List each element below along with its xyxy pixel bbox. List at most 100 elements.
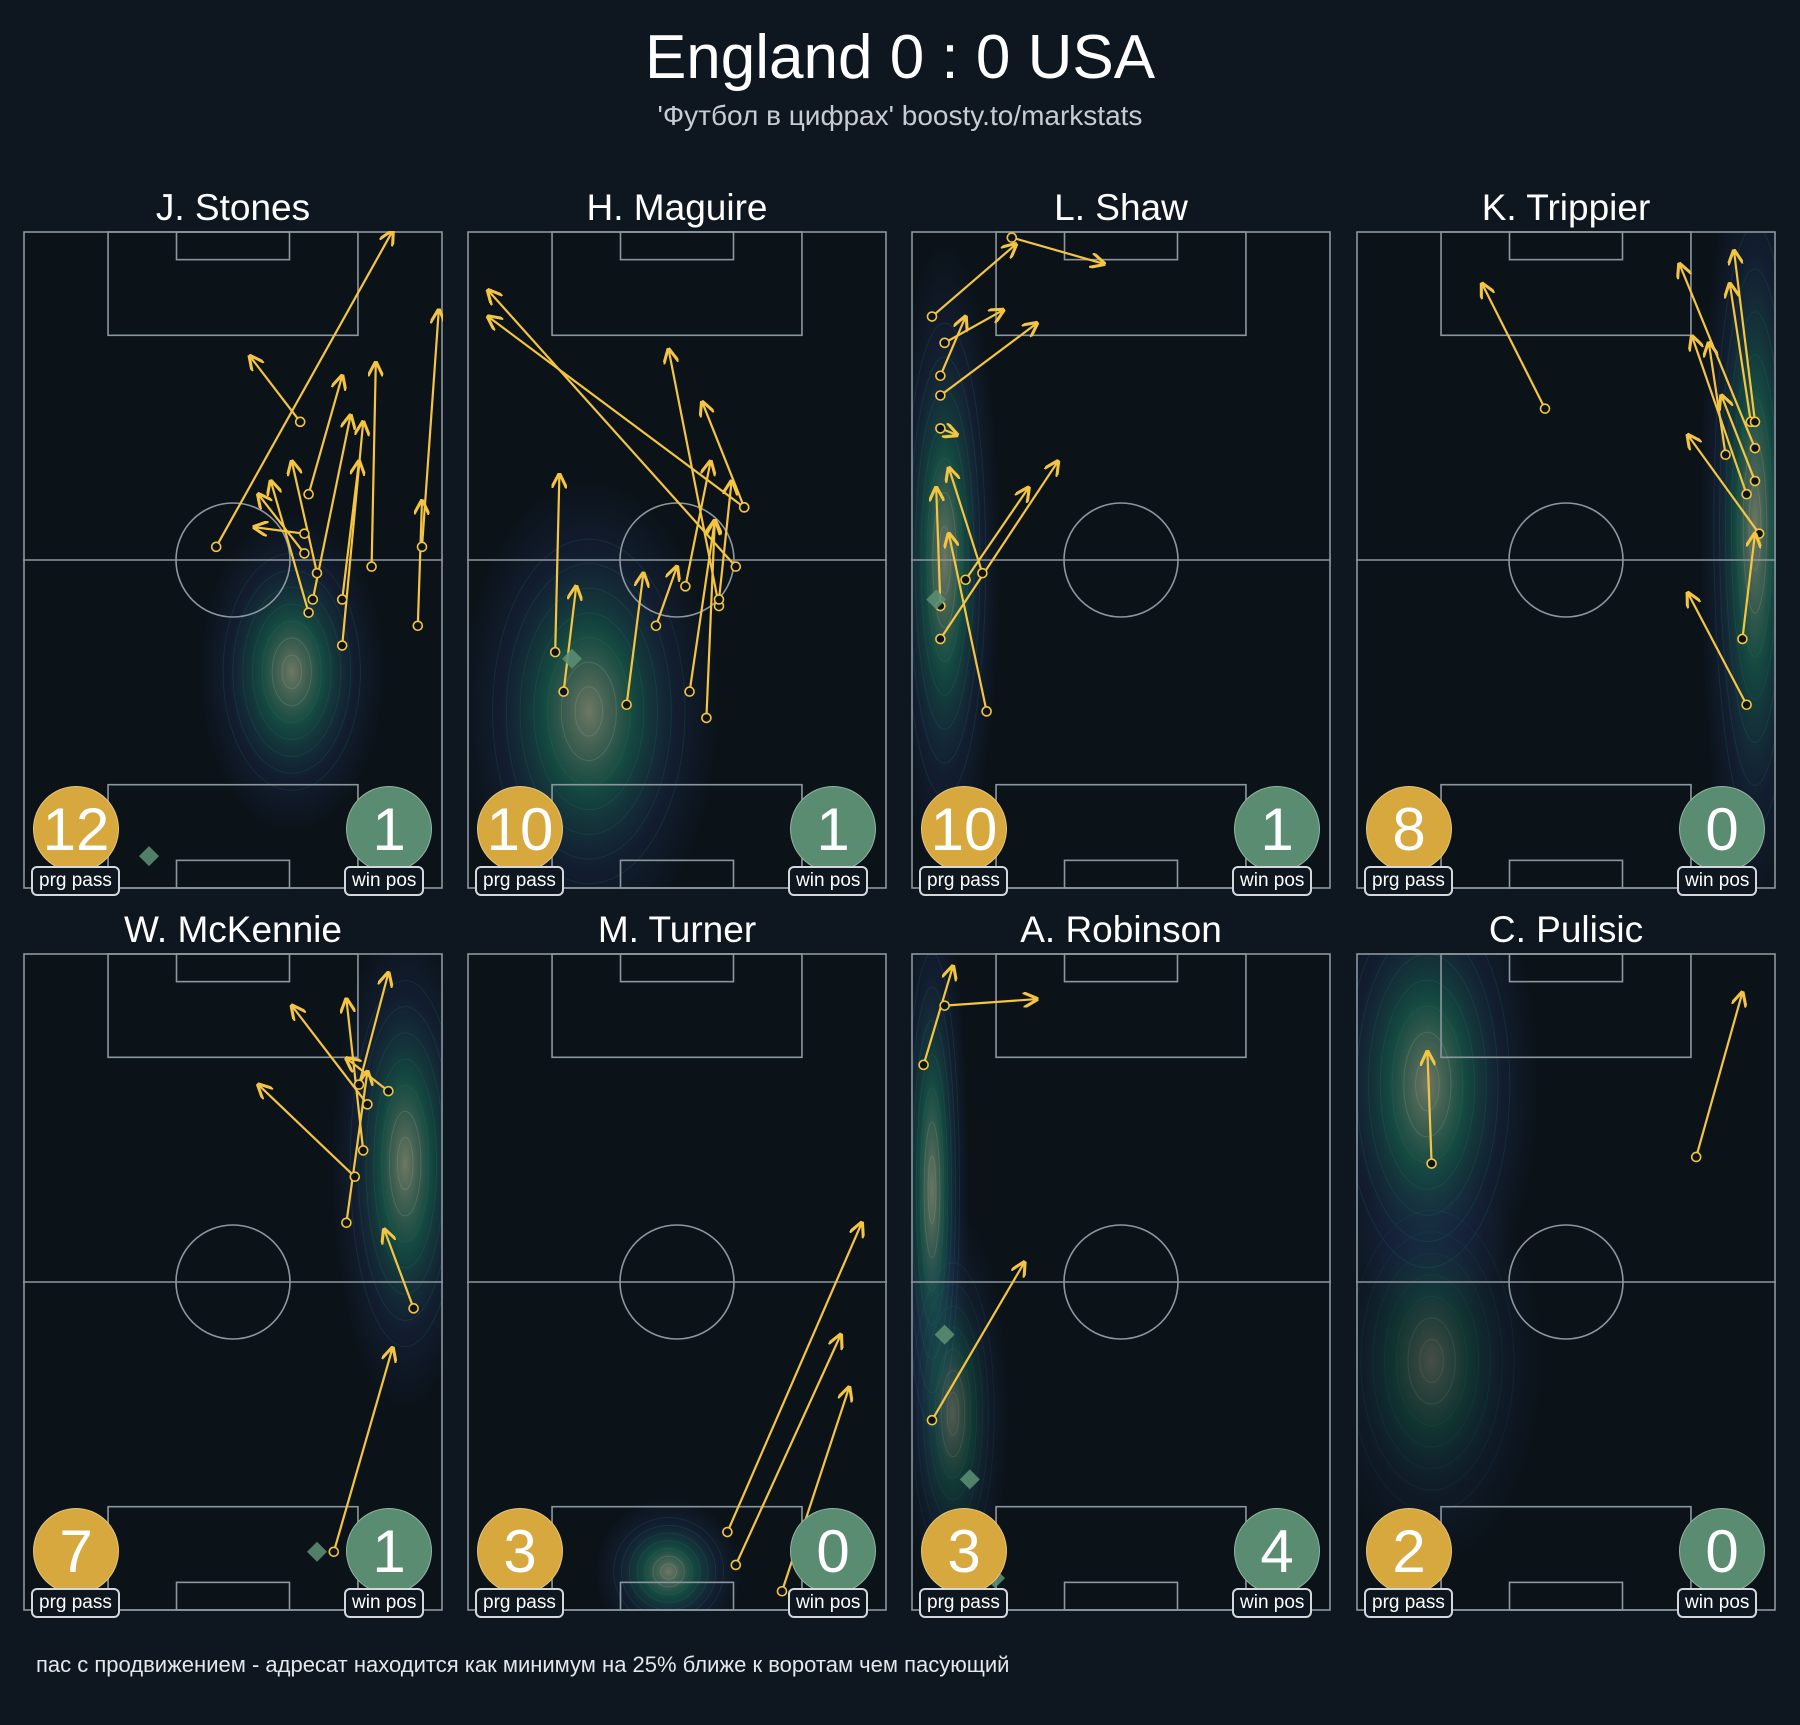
win-pos-marker <box>307 1541 327 1562</box>
bottom-six-yard-box <box>1063 859 1179 889</box>
pass-origin-marker <box>303 488 314 500</box>
pass-origin-marker <box>1749 416 1761 428</box>
top-six-yard-box <box>619 953 735 983</box>
prg-pass-label: prg pass <box>31 1588 120 1618</box>
player-panel: J. Stones 12 prg pass 1 win pos <box>23 186 443 896</box>
win-pos-label: win pos <box>1677 1588 1758 1618</box>
pass-arrow <box>1721 396 1757 482</box>
pass-origin-marker <box>1720 449 1731 461</box>
footnote: пас с продвижением - адресат находится к… <box>36 1652 1010 1677</box>
win-pos-label: win pos <box>344 866 425 896</box>
pass-origin-marker <box>1006 232 1018 243</box>
pass-arrow <box>717 481 732 600</box>
pass-arrow <box>949 534 988 712</box>
density-contour <box>636 1540 701 1603</box>
pass-arrow <box>418 501 422 626</box>
pass-origin-marker <box>1737 633 1748 645</box>
pass-origin-marker <box>416 541 428 553</box>
pass-origin-marker <box>939 337 950 349</box>
top-six-yard-box <box>619 231 735 261</box>
pass-arrow <box>688 521 715 692</box>
centre-circle <box>1508 502 1624 618</box>
pass-arrow <box>1695 992 1742 1158</box>
player-name: K. Trippier <box>1481 187 1651 228</box>
pass-origin-marker <box>412 620 424 632</box>
pass-origin-marker <box>730 561 742 572</box>
player-name: M. Turner <box>597 909 757 950</box>
pass-origin-marker <box>336 640 348 651</box>
pitch-map <box>911 231 1331 889</box>
density-contour <box>261 620 322 724</box>
prg-pass-label: prg pass <box>475 866 564 896</box>
win-pos-count-badge: 0 <box>1679 786 1765 872</box>
density-contour <box>381 1084 430 1243</box>
player-panel: C. Pulisic 2 prg pass 0 win pos <box>1356 908 1776 1618</box>
pitch-map <box>23 953 443 1611</box>
pass-arrow <box>384 1229 415 1309</box>
pass-arrow <box>625 573 644 705</box>
prg-pass-label: prg pass <box>1364 1588 1453 1618</box>
pass-origin-marker <box>353 1079 365 1090</box>
centre-circle <box>619 502 735 618</box>
bottom-six-yard-box <box>619 859 735 889</box>
density-contour <box>252 603 332 741</box>
win-pos-count-badge: 1 <box>346 1508 432 1594</box>
density-contour <box>574 686 604 737</box>
top-six-yard-box <box>1063 953 1179 983</box>
pass-arrow <box>258 1085 356 1178</box>
pass-origin-marker <box>303 607 314 618</box>
centre-circle <box>1063 502 1179 618</box>
player-name: W. McKennie <box>124 909 342 950</box>
win-pos-label: win pos <box>788 1588 869 1618</box>
pass-arrow <box>964 488 1029 581</box>
pass-origin-marker <box>294 416 306 428</box>
pass-arrow <box>488 317 745 509</box>
pass-origin-marker <box>1749 475 1761 487</box>
pitch-map <box>1356 231 1776 889</box>
pass-origin-marker <box>981 706 992 717</box>
prg-pass-count-badge: 10 <box>477 786 563 872</box>
player-name: L. Shaw <box>1054 187 1188 228</box>
top-six-yard-box <box>1508 953 1624 983</box>
centre-circle <box>175 1224 291 1340</box>
pass-origin-marker <box>1741 699 1752 711</box>
pass-arrow <box>1427 1052 1431 1164</box>
density-contour <box>660 1563 677 1580</box>
pass-arrow <box>734 1335 841 1566</box>
density-contour <box>388 1110 422 1217</box>
top-six-yard-box <box>1063 231 1179 261</box>
win-pos-count-badge: 0 <box>790 1508 876 1594</box>
pass-arrow <box>420 310 439 547</box>
pass-origin-marker <box>650 620 662 632</box>
pass-origin-marker <box>383 1085 394 1097</box>
density-blob <box>911 1210 1009 1611</box>
bottom-six-yard-box <box>175 859 291 889</box>
prg-pass-count-badge: 3 <box>921 1508 1007 1594</box>
density-contour <box>652 1555 685 1588</box>
pass-origin-marker <box>926 1414 938 1426</box>
pass-arrow <box>1688 435 1761 535</box>
win-pos-marker <box>926 589 947 610</box>
density-contour <box>271 637 312 707</box>
pass-arrow <box>258 494 306 555</box>
pass-arrow <box>931 244 1016 318</box>
player-name: C. Pulisic <box>1488 909 1644 950</box>
density-contour <box>365 1032 443 1295</box>
pass-arrow <box>215 231 392 548</box>
pass-origin-marker <box>307 594 319 605</box>
pass-arrow <box>292 461 319 574</box>
pass-origin-marker <box>926 311 938 322</box>
pass-origin-marker <box>362 1099 373 1110</box>
centre-circle <box>175 502 291 618</box>
top-six-yard-box <box>175 231 291 261</box>
density-contour <box>519 587 659 835</box>
player-name: J. Stones <box>155 187 311 228</box>
pass-origin-marker <box>357 1145 369 1156</box>
density-contour <box>1725 311 1776 743</box>
density-contour <box>644 1547 693 1596</box>
pass-origin-marker <box>1539 403 1551 414</box>
pass-origin-marker <box>1749 442 1761 454</box>
pass-arrow <box>669 349 721 607</box>
prg-pass-label: prg pass <box>919 1588 1008 1618</box>
player-name: A. Robinson <box>1020 909 1222 950</box>
